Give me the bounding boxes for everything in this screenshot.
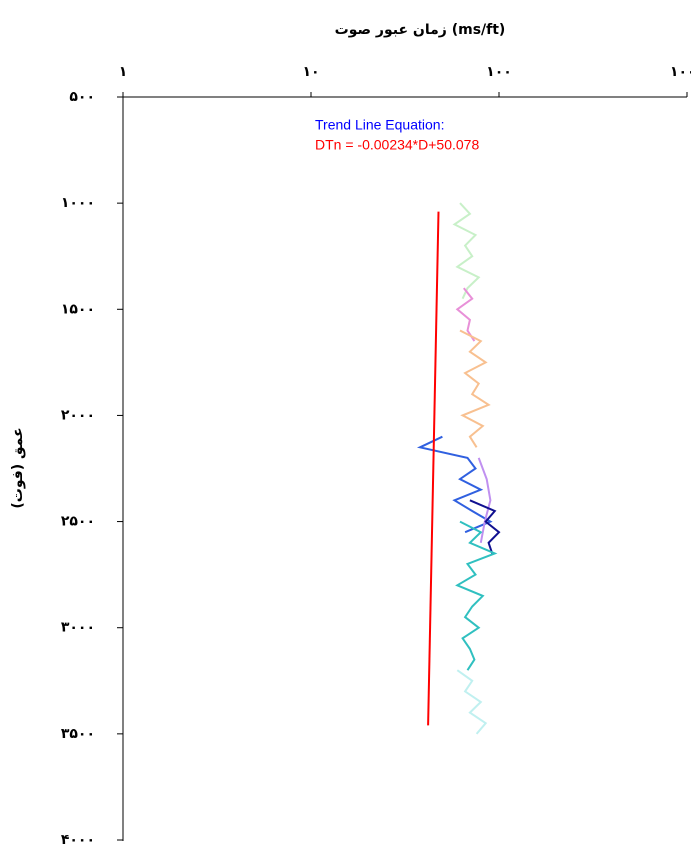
log-trace: [455, 287, 476, 342]
y-tick-label: ۵۰۰: [69, 89, 95, 105]
log-trace: [477, 457, 492, 543]
log-trace: [455, 520, 498, 671]
x-tick-label: ۱۰۰۰: [670, 64, 691, 80]
log-trace: [456, 669, 488, 735]
y-tick-label: ۲۰۰۰: [61, 407, 95, 423]
y-tick-label: ۳۵۰۰: [61, 726, 95, 742]
log-trace: [416, 435, 493, 534]
y-tick-label: ۱۰۰۰: [61, 195, 95, 211]
log-trace: [452, 202, 481, 300]
x-tick-label: ۱: [119, 64, 128, 80]
x-tick-label: ۱۰: [302, 64, 319, 80]
log-trace: [427, 211, 440, 726]
y-tick-label: ۲۵۰۰: [61, 514, 95, 530]
y-axis-label: عمق (فوت): [10, 427, 26, 508]
chart-title: زمان عبور صوت (ms/ft): [335, 22, 506, 38]
y-tick-label: ۱۵۰۰: [61, 301, 95, 317]
y-tick-label: ۴۰۰۰: [61, 832, 95, 848]
annotation: DTn = -0.00234*D+50.078: [315, 137, 479, 153]
log-trace: [469, 499, 501, 554]
x-tick-label: ۱۰۰: [486, 64, 512, 80]
annotation: Trend Line Equation:: [315, 117, 444, 133]
y-tick-label: ۳۰۰۰: [61, 620, 95, 636]
log-trace: [459, 329, 491, 448]
